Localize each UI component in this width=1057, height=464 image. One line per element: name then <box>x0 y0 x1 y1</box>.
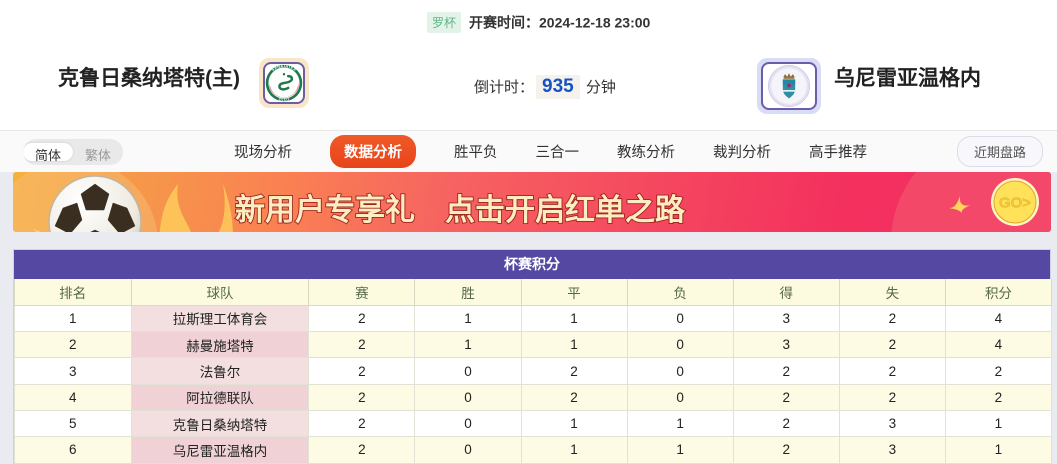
svg-text:GO>: GO> <box>999 195 1031 212</box>
